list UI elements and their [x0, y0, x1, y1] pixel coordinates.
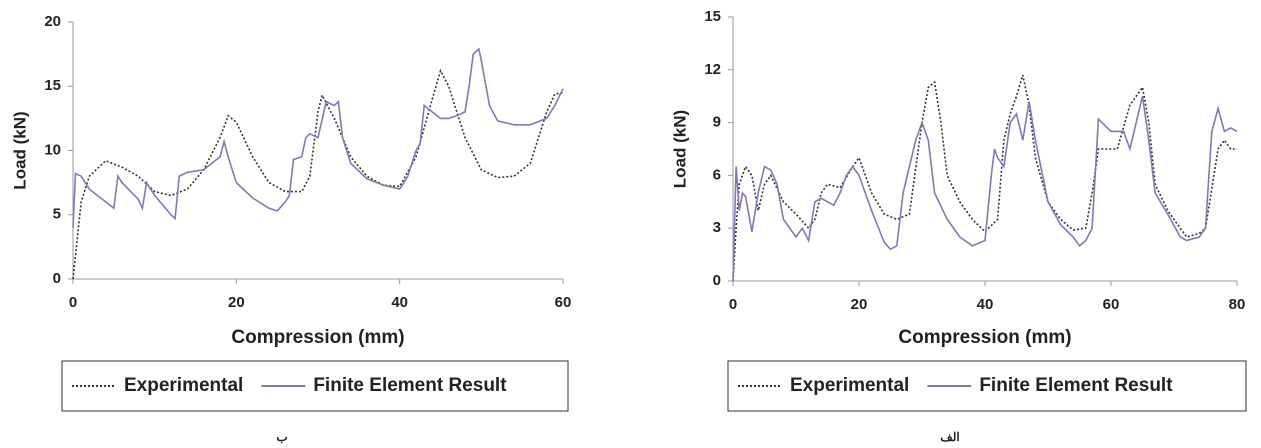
y-axis-label: Load (kN): [10, 111, 29, 189]
y-tick-label: 10: [44, 141, 61, 158]
y-tick-label: 0: [713, 272, 721, 289]
x-tick-label: 60: [1103, 296, 1120, 313]
y-tick-label: 3: [713, 219, 721, 236]
y-tick-label: 15: [44, 77, 61, 94]
caption: ب: [276, 430, 287, 444]
legend-box: [61, 360, 569, 412]
x-tick-label: 0: [69, 294, 77, 311]
series-line: [732, 74, 1237, 282]
legend-label: Finite Element Result: [979, 375, 1173, 396]
series-line: [72, 68, 564, 280]
x-axis-label: Compression (mm): [898, 327, 1071, 348]
x-tick-label: 80: [1229, 296, 1246, 313]
y-tick-label: 5: [53, 206, 61, 223]
x-tick-label: 0: [729, 296, 737, 313]
y-tick-label: 20: [44, 13, 61, 30]
legend-box: [727, 360, 1247, 412]
legend-label: Finite Element Result: [313, 375, 507, 396]
legend-label: Experimental: [790, 375, 909, 396]
caption: الف: [940, 430, 959, 444]
y-tick-label: 15: [704, 8, 721, 25]
series-line: [732, 96, 1238, 282]
y-tick-label: 6: [713, 166, 721, 183]
y-tick-label: 9: [713, 114, 721, 131]
y-tick-label: 12: [704, 61, 721, 78]
x-tick-label: 20: [228, 294, 245, 311]
x-tick-label: 40: [391, 294, 408, 311]
series-line: [72, 47, 564, 228]
x-tick-label: 20: [851, 296, 868, 313]
x-tick-label: 40: [977, 296, 994, 313]
x-tick-label: 60: [555, 294, 572, 311]
y-tick-label: 0: [53, 270, 61, 287]
x-axis-label: Compression (mm): [231, 327, 404, 348]
legend-label: Experimental: [124, 375, 243, 396]
y-axis-label: Load (kN): [670, 110, 689, 188]
